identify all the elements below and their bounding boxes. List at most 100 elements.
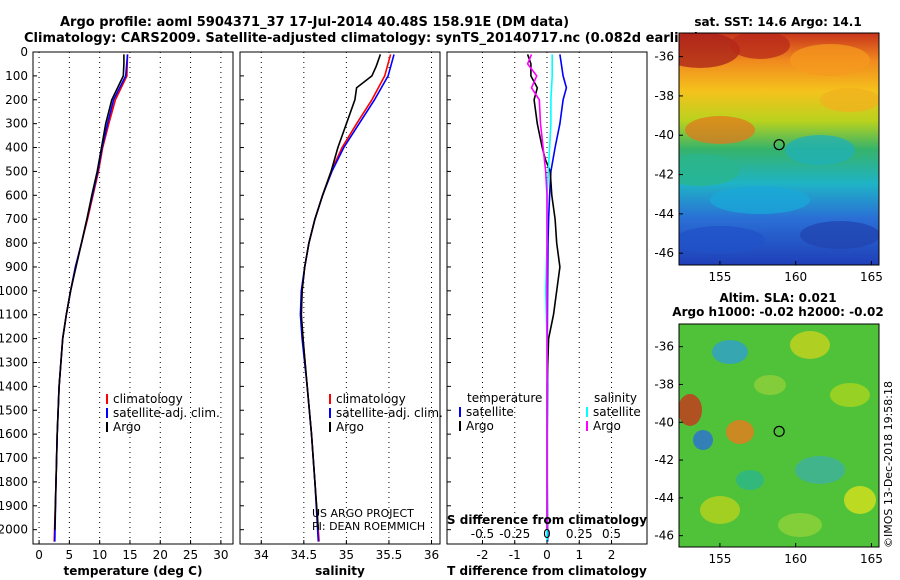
project-credit: US ARGO PROJECT: [312, 507, 414, 520]
series-line: [53, 54, 129, 542]
field-patch: [685, 116, 755, 144]
temperature-panel: 0 5 10 15 20 25 30 temperature (deg C): [32, 51, 234, 578]
difference-series: [526, 54, 568, 542]
map-y-tick-label: -46: [654, 529, 674, 543]
legend-label: Argo: [593, 419, 621, 433]
x2-tick-label: 0.5: [602, 527, 621, 541]
depth-axis: 0 100 200 300 400 500 600 700 800 900 1000 1100 1200…: [0, 45, 451, 537]
field-patch: [712, 340, 748, 364]
legend-label: satellite-adj. clim.: [113, 406, 220, 420]
depth-tick-label: 1900: [0, 499, 28, 513]
sst-map-panel: sat. SST: 14.6 Argo: 14.1 155 160 165 -36 -3…: [654, 15, 882, 284]
x-tick-label: 20: [153, 548, 168, 562]
x2-tick-label: 0: [543, 527, 551, 541]
difference-x-label: T difference from climatology: [447, 564, 647, 578]
sst-field: [679, 33, 879, 265]
legend-label: Argo: [113, 420, 141, 434]
sla-argo-marker: [773, 425, 785, 437]
legend-label: Argo: [466, 419, 494, 433]
map-y-tick-label: -44: [654, 207, 674, 221]
x-tick-label: 30: [213, 548, 228, 562]
depth-tick-label: 500: [5, 164, 28, 178]
map-y-tick-label: -40: [654, 415, 674, 429]
depth-tick-label: 1500: [0, 403, 28, 417]
legend-title: temperature: [467, 391, 542, 405]
map-y-tick-label: -40: [654, 128, 674, 142]
pi-credit: PI: DEAN ROEMMICH: [312, 520, 425, 533]
field-patch: [679, 33, 740, 68]
sla-map-subtitle: Argo h1000: -0.02 h2000: -0.02: [672, 305, 883, 319]
depth-tick-label: 600: [5, 188, 28, 202]
salinity-x-ticks: 34 34.5 35 35.5 36: [254, 540, 439, 562]
x-tick-label: 10: [92, 548, 107, 562]
field-patch: [800, 221, 879, 249]
series-line: [526, 54, 548, 530]
depth-tick-label: 1700: [0, 451, 28, 465]
field-patch: [730, 33, 790, 59]
legend-label: satellite: [466, 405, 514, 419]
depth-tick-label: 900: [5, 260, 28, 274]
x-tick-label: 5: [66, 548, 74, 562]
salinity-grid: [260, 52, 432, 544]
depth-tick-label: 1400: [0, 379, 28, 393]
map-y-tick-label: -46: [654, 246, 674, 260]
x-tick-label: 0: [543, 548, 551, 562]
field-patch: [820, 88, 879, 112]
map-y-tick-label: -44: [654, 491, 674, 505]
sst-map-frame: [678, 32, 880, 266]
salinity-series: [299, 54, 395, 542]
header-line2: Climatology: CARS2009. Satellite-adjuste…: [24, 31, 700, 46]
x2-tick-label: -0.25: [499, 527, 530, 541]
temperature-x-label: temperature (deg C): [64, 564, 203, 578]
timestamp-stamp: ©IMOS 13-Dec-2018 19:58:18: [882, 381, 895, 548]
x-tick-label: 1: [575, 548, 583, 562]
field-patch: [778, 513, 822, 537]
difference-legend: temperature salinitysatelliteArgosatellit…: [459, 391, 641, 433]
sla-map-panel: Altim. SLA: 0.021 Argo h1000: -0.02 h200…: [654, 291, 883, 566]
x2-tick-label: 0.25: [566, 527, 593, 541]
x-tick-label: 2: [608, 548, 616, 562]
legend-label: Argo: [336, 420, 364, 434]
depth-tick-label: 1000: [0, 284, 28, 298]
x-tick-label: -2: [476, 548, 488, 562]
map-x-tick-label: 165: [860, 270, 883, 284]
map-y-tick-label: -38: [654, 377, 674, 391]
depth-tick-label: 400: [5, 141, 28, 155]
legend-label: climatology: [336, 392, 406, 406]
difference-panel: -2 -1 0 1 2 -0.5 -0.25 0 0.25 0.5 T difference fr…: [446, 51, 648, 578]
x-tick-label: 34: [254, 548, 269, 562]
depth-tick-label: 1800: [0, 475, 28, 489]
temperature-series: [53, 54, 129, 542]
x-tick-label: 0: [35, 548, 43, 562]
temperature-grid: [38, 52, 222, 544]
salinity-panel-frame: [239, 51, 441, 545]
field-patch: [710, 186, 810, 214]
sla-map-ticks: 155 160 165 -36 -38 -40 -42 -44 -46: [654, 340, 882, 566]
depth-tick-label: 700: [5, 212, 28, 226]
field-patch: [844, 486, 876, 514]
legend-label: climatology: [113, 392, 183, 406]
x2-tick-label: -0.5: [471, 527, 494, 541]
temperature-panel-frame: [32, 51, 234, 545]
salinity-x-label: salinity: [315, 564, 365, 578]
sst-argo-marker: [773, 139, 785, 151]
field-patch: [679, 154, 740, 186]
legend-label: satellite: [593, 405, 641, 419]
map-x-tick-label: 155: [708, 270, 731, 284]
x-tick-label: 15: [122, 548, 137, 562]
series-line: [300, 54, 382, 530]
map-y-tick-label: -36: [654, 50, 674, 64]
depth-tick-label: 1100: [0, 308, 28, 322]
x-tick-label: 35: [339, 548, 354, 562]
map-x-tick-label: 160: [784, 270, 807, 284]
map-y-tick-label: -38: [654, 89, 674, 103]
field-patch: [790, 331, 830, 359]
series-line: [54, 54, 125, 530]
sst-map-ticks: 155 160 165 -36 -38 -40 -42 -44 -46: [654, 50, 882, 284]
map-y-tick-label: -42: [654, 453, 674, 467]
x-tick-label: 25: [183, 548, 198, 562]
difference-x2-label: S difference from climatology: [447, 513, 647, 527]
x-tick-label: 34.5: [290, 548, 317, 562]
